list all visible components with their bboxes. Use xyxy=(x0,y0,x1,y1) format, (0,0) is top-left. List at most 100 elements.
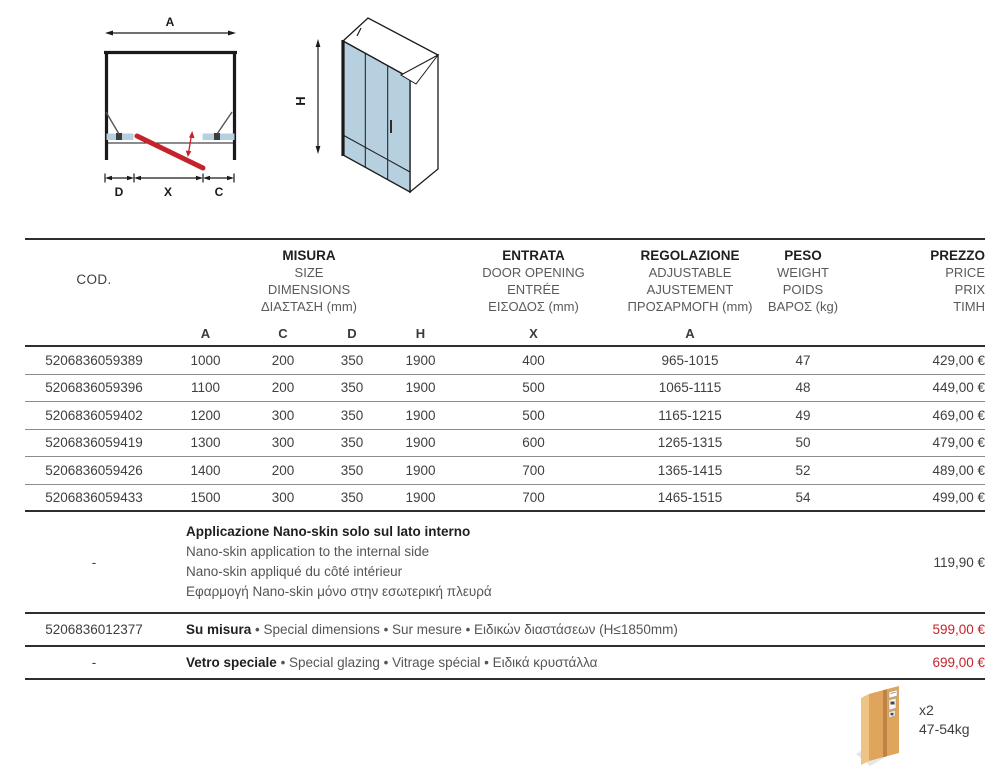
table-row: 5206836059402 1200 300 350 1900 500 1165… xyxy=(25,402,985,430)
lower-rail-line xyxy=(342,134,411,173)
cell-x: 500 xyxy=(522,380,545,396)
column-group-peso: PESO WEIGHT POIDS ΒΑΡΟΣ (kg) xyxy=(738,247,868,315)
arrowhead-icon xyxy=(134,175,141,181)
group-label: PRICE xyxy=(945,265,985,280)
arrowhead-icon xyxy=(105,175,112,181)
cell-d: 350 xyxy=(340,462,364,478)
cell-price: 469,00 € xyxy=(932,407,985,423)
cell-adjustable: 1165-1215 xyxy=(658,407,722,423)
arrowhead-icon xyxy=(315,39,321,47)
cell-d: 350 xyxy=(340,352,364,368)
cell-h: 1900 xyxy=(405,462,436,478)
sliding-door-red xyxy=(134,133,206,171)
cell-cod: 5206836059389 xyxy=(45,352,143,368)
description-bold: Vetro speciale xyxy=(186,655,277,670)
bracket-left xyxy=(116,133,122,140)
cell-weight: 54 xyxy=(795,489,811,505)
arrowhead-icon xyxy=(189,131,195,139)
subcol-a: A xyxy=(200,326,211,341)
su-misura-description: Su misura • Special dimensions • Sur mes… xyxy=(163,622,838,637)
group-label: REGOLAZIONE xyxy=(640,248,740,263)
arrowhead-icon xyxy=(227,175,234,181)
cell-price: 449,00 € xyxy=(932,380,985,396)
cell-c: 200 xyxy=(271,380,295,396)
cell-h: 1900 xyxy=(405,435,436,451)
label-mark xyxy=(890,691,896,694)
cell-a: 1400 xyxy=(190,462,221,478)
arrowhead-icon xyxy=(315,146,321,154)
cell-price: 599,00 € xyxy=(932,622,985,637)
group-label: POIDS xyxy=(782,282,824,297)
subcol-spacer xyxy=(838,326,985,341)
description-line: Εφαρμογή Nano-skin μόνο στην εσωτερική π… xyxy=(186,584,492,599)
dimension-label-d: D xyxy=(115,185,124,199)
group-label: ENTRATA xyxy=(502,248,565,263)
table-row: 5206836059389 1000 200 350 1900 400 965-… xyxy=(25,347,985,375)
nano-skin-description: Applicazione Nano-skin solo sul lato int… xyxy=(163,522,838,602)
description-rest: • Special dimensions • Sur mesure • Ειδι… xyxy=(251,622,678,637)
subcol-c: C xyxy=(278,326,288,341)
cell-weight: 47 xyxy=(795,352,811,368)
group-label: SIZE xyxy=(294,265,324,280)
description-line: Nano-skin appliqué du côté intérieur xyxy=(186,564,403,579)
cell-price: 489,00 € xyxy=(932,462,985,478)
dimension-label-a: A xyxy=(166,15,175,29)
packaging-weight-range: 47-54kg xyxy=(919,721,970,737)
dimension-label-c: C xyxy=(215,185,224,199)
dimension-label-x: X xyxy=(164,185,172,199)
cell-x: 400 xyxy=(522,352,545,368)
cell-adjustable: 965-1015 xyxy=(661,352,719,368)
column-group-prezzo: PREZZO PRICE PRIX ΤΙΜΗ xyxy=(838,247,985,315)
packaging-note: x2 47-54kg xyxy=(919,701,970,739)
subcol-spacer xyxy=(25,326,163,341)
cell-d: 350 xyxy=(340,435,364,451)
packaging-quantity: x2 xyxy=(919,702,934,718)
cell-a: 1300 xyxy=(190,435,221,451)
group-label: PESO xyxy=(784,248,822,263)
table-row: 5206836059433 1500 300 350 1900 700 1465… xyxy=(25,485,985,512)
cell-cod: - xyxy=(91,554,97,570)
package-icon xyxy=(856,686,899,766)
group-label: AJUSTEMENT xyxy=(646,282,734,297)
group-label: ΔΙΑΣΤΑΣΗ (mm) xyxy=(260,299,357,314)
table-row: 5206836059426 1400 200 350 1900 700 1365… xyxy=(25,457,985,485)
isometric-diagram: H xyxy=(295,17,440,194)
cell-h: 1900 xyxy=(405,407,436,423)
column-group-entrata: ENTRATA DOOR OPENING ENTRÉE ΕΙΣΟΔΟΣ (mm) xyxy=(455,247,612,315)
adjust-arrow xyxy=(187,134,193,154)
description-line: Nano-skin application to the internal si… xyxy=(186,544,430,559)
cell-c: 300 xyxy=(271,489,295,505)
cell-h: 1900 xyxy=(405,352,436,368)
table-header: COD. MISURA SIZE DIMENSIONS ΔΙΑΣΤΑΣΗ (mm… xyxy=(25,240,985,347)
column-header-cod: COD. xyxy=(76,271,112,287)
group-label: WEIGHT xyxy=(777,265,829,280)
cell-cod: 5206836059433 xyxy=(45,489,143,505)
description-bold: Su misura xyxy=(186,622,252,637)
su-misura-row: 5206836012377 Su misura • Special dimens… xyxy=(25,614,985,647)
bracket-right xyxy=(214,133,220,140)
cell-a: 1500 xyxy=(190,489,221,505)
group-label: ENTRÉE xyxy=(507,282,560,297)
vetro-speciale-row: - Vetro speciale • Special glazing • Vit… xyxy=(25,647,985,680)
package-tape-strip xyxy=(883,689,887,758)
cell-a: 1100 xyxy=(190,380,221,396)
arrowhead-icon xyxy=(105,30,113,36)
group-label: MISURA xyxy=(282,248,336,263)
group-label: ΠΡΟΣΑΡΜΟΓΗ (mm) xyxy=(627,299,753,314)
arrowhead-icon xyxy=(185,150,192,157)
description-rest: • Special glazing • Vitrage spécial • Ει… xyxy=(276,655,598,670)
group-label: DOOR OPENING xyxy=(482,265,585,280)
cell-price: 499,00 € xyxy=(932,489,985,505)
cell-h: 1900 xyxy=(405,489,436,505)
cell-c: 300 xyxy=(271,435,295,451)
group-label: PRIX xyxy=(954,282,985,297)
cell-adjustable: 1065-1115 xyxy=(658,380,722,396)
group-label: ΕΙΣΟΔΟΣ (mm) xyxy=(488,299,579,314)
label-mark xyxy=(890,701,895,705)
subcol-d: D xyxy=(347,326,357,341)
nano-skin-row: - Applicazione Nano-skin solo sul lato i… xyxy=(25,512,985,614)
group-label: ΤΙΜΗ xyxy=(953,299,985,314)
cell-c: 200 xyxy=(271,462,295,478)
cell-x: 500 xyxy=(522,407,545,423)
